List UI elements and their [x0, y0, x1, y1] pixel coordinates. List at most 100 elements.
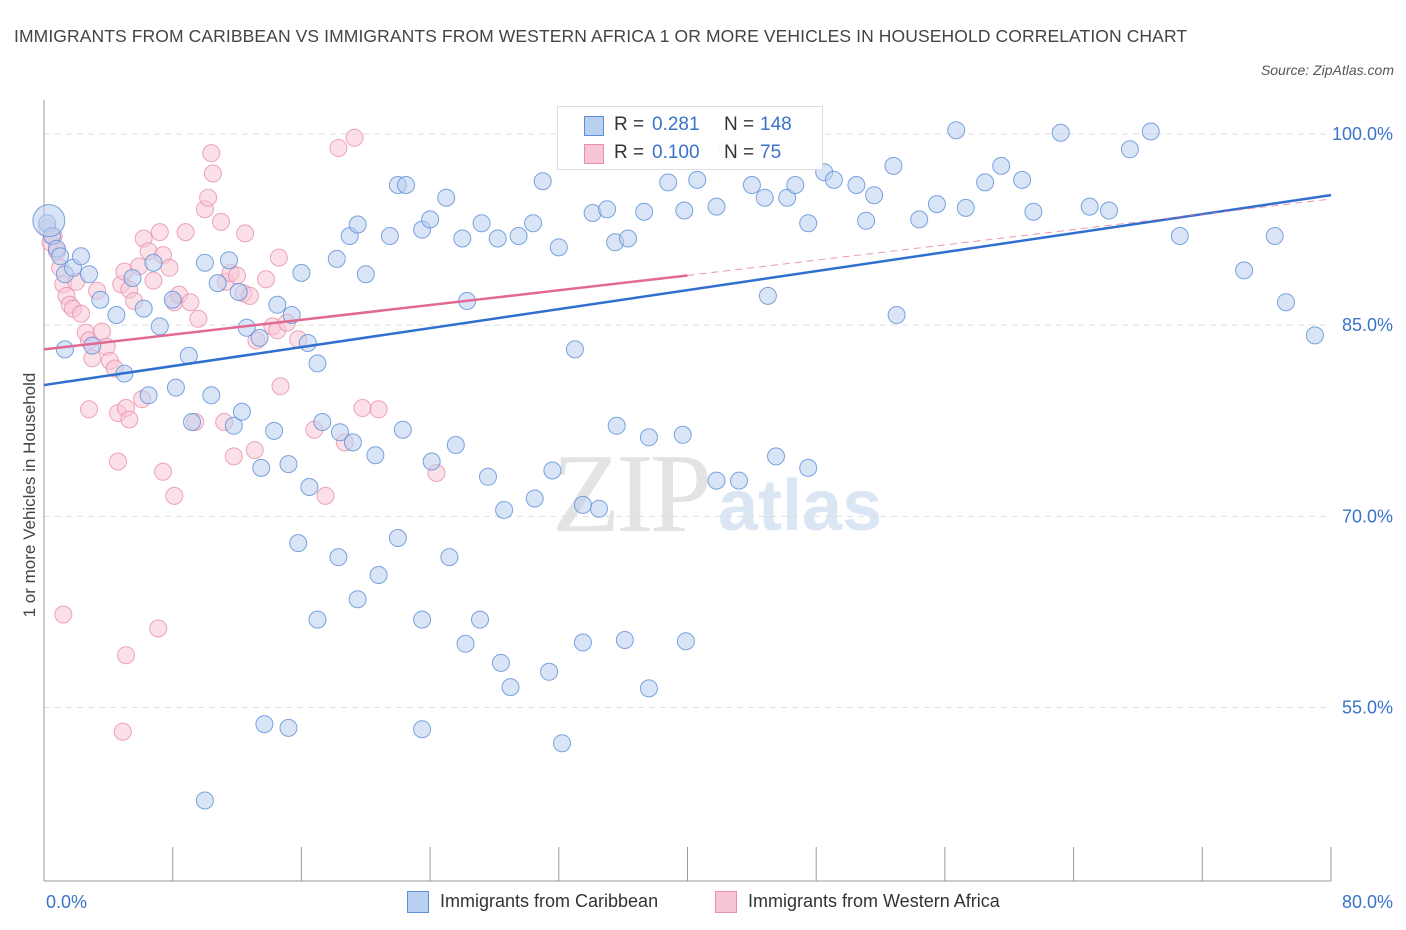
western-africa-trend-line	[43, 274, 688, 351]
caribbean-point	[707, 197, 726, 216]
western-africa-point	[224, 447, 243, 466]
y-tick-label: 100.0%	[1332, 124, 1393, 144]
western-africa-point	[165, 486, 184, 505]
watermark-zip: ZIP	[552, 432, 712, 556]
caribbean-point	[279, 718, 298, 737]
caribbean-point	[495, 501, 514, 519]
n-value: 148	[760, 114, 792, 135]
caribbean-point	[472, 214, 491, 233]
caribbean-point	[615, 631, 634, 649]
caribbean-point	[331, 423, 349, 442]
r-label: R =	[614, 142, 645, 163]
caribbean-point	[565, 340, 584, 359]
western-africa-point	[181, 293, 200, 312]
caribbean-point	[440, 548, 459, 567]
caribbean-point	[329, 548, 348, 567]
caribbean-point	[553, 734, 571, 753]
caribbean-point	[543, 461, 562, 480]
caribbean-point	[279, 455, 298, 474]
western-africa-point	[149, 619, 168, 638]
legend-label: Immigrants from Caribbean	[440, 891, 659, 911]
western-africa-point	[120, 410, 139, 429]
caribbean-point	[758, 286, 777, 305]
caribbean-point	[229, 283, 248, 301]
caribbean-point	[208, 274, 227, 293]
western-africa-point	[316, 486, 335, 505]
caribbean-point	[540, 662, 559, 681]
caribbean-point	[524, 214, 543, 233]
caribbean-point	[1305, 326, 1324, 345]
western-africa-point	[113, 722, 132, 741]
caribbean-point	[488, 229, 507, 248]
caribbean-point	[619, 229, 637, 248]
caribbean-point	[91, 290, 110, 309]
caribbean-point	[1051, 123, 1070, 142]
western-africa-point	[176, 223, 195, 242]
caribbean-point	[847, 176, 866, 194]
caribbean-point	[742, 176, 761, 194]
caribbean-point	[195, 253, 214, 272]
caribbean-point	[55, 340, 74, 359]
caribbean-point	[730, 471, 748, 490]
x-tick-label: 80.0%	[1342, 892, 1393, 912]
source-label: Source: ZipAtlas.com	[1260, 62, 1394, 78]
caribbean-point	[675, 201, 694, 220]
caribbean-point	[51, 247, 70, 266]
caribbean-point	[799, 458, 818, 477]
caribbean-trend-line	[43, 193, 1332, 387]
western-africa-point	[144, 271, 163, 290]
caribbean-point	[778, 188, 797, 207]
caribbean-point	[393, 420, 412, 439]
caribbean-point	[525, 489, 544, 508]
caribbean-point	[673, 425, 692, 444]
caribbean-point	[688, 170, 707, 189]
caribbean-point	[786, 176, 805, 194]
caribbean-point	[202, 386, 221, 405]
caribbean-point	[446, 436, 465, 454]
caribbean-point	[471, 610, 489, 629]
western-africa-point	[160, 258, 179, 277]
caribbean-point	[947, 121, 966, 140]
caribbean-point	[491, 653, 510, 672]
western-africa-point	[212, 212, 230, 231]
caribbean-point	[927, 195, 946, 214]
legend-label: Immigrants from Western Africa	[748, 891, 1000, 911]
caribbean-point	[195, 791, 214, 810]
y-tick-label: 70.0%	[1342, 506, 1393, 526]
caribbean-point	[573, 633, 592, 652]
x-tick-label: 0.0%	[46, 892, 87, 912]
caribbean-point	[356, 265, 375, 284]
western-africa-point	[154, 462, 172, 481]
caribbean-point	[992, 156, 1011, 175]
caribbean-point	[292, 263, 311, 282]
western-africa-point	[109, 452, 127, 471]
caribbean-point	[1013, 170, 1032, 189]
western-africa-points	[38, 128, 446, 741]
western-africa-point	[117, 646, 135, 665]
western-africa-point	[203, 164, 222, 183]
caribbean-point	[707, 471, 726, 490]
caribbean-swatch	[584, 116, 604, 136]
caribbean-point	[598, 200, 617, 219]
caribbean-point	[150, 317, 169, 336]
caribbean-point	[366, 446, 385, 465]
caribbean-point	[268, 295, 287, 314]
caribbean-point	[1235, 261, 1254, 280]
caribbean-point	[1141, 122, 1160, 141]
caribbean-point	[107, 306, 126, 324]
caribbean-point	[501, 678, 520, 697]
caribbean-point	[421, 210, 440, 229]
western-africa-point	[329, 139, 348, 157]
caribbean-point	[327, 249, 346, 268]
western-africa-trend-extension	[687, 198, 1332, 276]
western-africa-point	[257, 270, 275, 289]
caribbean-point	[1265, 227, 1284, 245]
caribbean-point	[298, 334, 317, 352]
western-africa-point	[369, 400, 388, 419]
caribbean-point	[388, 529, 407, 547]
caribbean-point	[80, 265, 98, 284]
caribbean-point	[1024, 202, 1043, 221]
western-africa-swatch	[584, 144, 604, 164]
caribbean-point	[163, 290, 182, 309]
